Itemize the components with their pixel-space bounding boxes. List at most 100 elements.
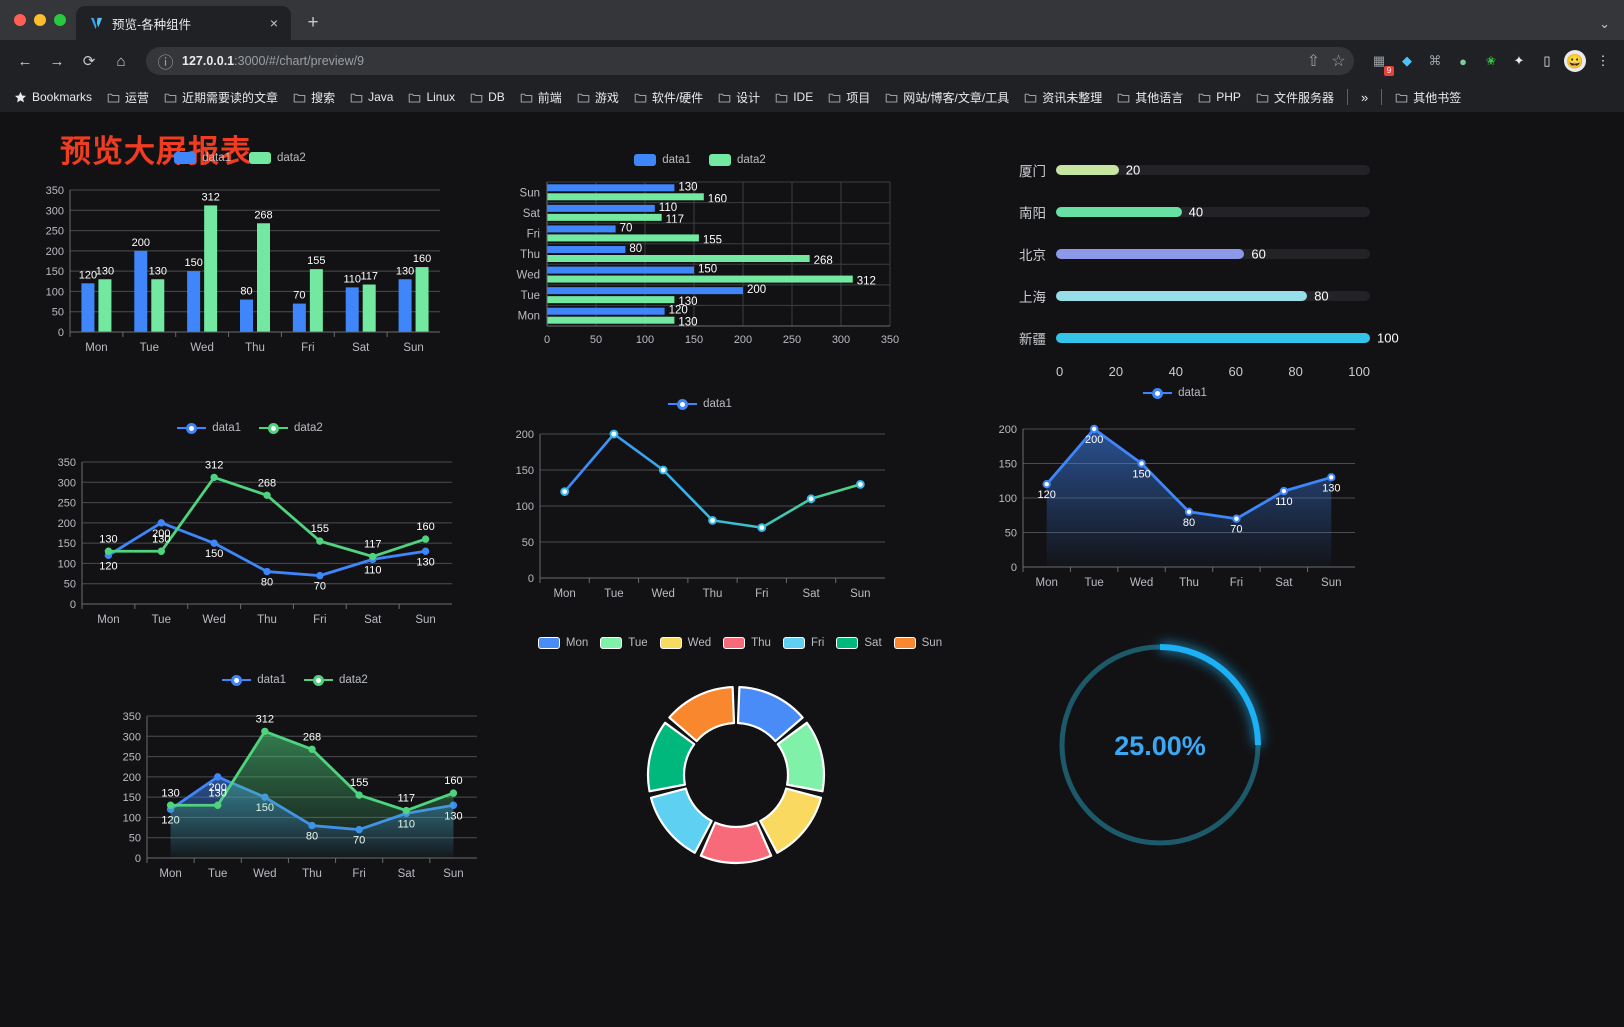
chart-bar-horizontal[interactable]: data1 data2 0 50 100 150 200 250 300 350 Sun 130 1… [500, 154, 900, 394]
address-bar[interactable]: ⓘ 127.0.0.1:3000/#/chart/preview/9 ⇧ ☆ [146, 47, 1354, 75]
bar-data2[interactable] [547, 255, 810, 262]
progress-track[interactable]: 100 [1056, 331, 1399, 346]
bookmark-folder[interactable]: 近期需要读的文章 [158, 86, 284, 109]
back-icon[interactable]: ← [17, 52, 33, 70]
legend[interactable]: Mon Tue Wed Thu Fri Sat Sun [537, 637, 942, 649]
legend-item-wed[interactable]: Wed [659, 637, 711, 649]
data-point[interactable] [855, 480, 865, 489]
data-point[interactable] [210, 473, 218, 482]
progress-track[interactable]: 80 [1056, 289, 1370, 304]
bar-data1[interactable] [398, 279, 412, 332]
bar-data2[interactable] [309, 269, 323, 332]
legend[interactable]: data1 [500, 398, 900, 410]
pie-slice-wed[interactable] [759, 787, 823, 854]
grid-extension-icon[interactable]: ▦ 9 [1368, 50, 1394, 76]
bookmarks-overflow-button[interactable]: » [1360, 89, 1369, 105]
data-point[interactable] [1184, 507, 1194, 517]
legend-item-data1[interactable]: data1 [668, 398, 732, 410]
legend-item-data1[interactable]: data1 [177, 422, 241, 434]
data-point[interactable] [806, 494, 816, 504]
data-point[interactable] [355, 791, 363, 799]
close-window-button[interactable] [14, 14, 26, 26]
data-point[interactable] [157, 519, 165, 527]
bar-data2[interactable] [547, 213, 662, 221]
bookmark-folder[interactable]: 项目 [822, 86, 876, 109]
progress-track[interactable]: 60 [1056, 247, 1370, 262]
bar-data2[interactable] [362, 284, 376, 332]
chart-donut[interactable]: Mon Tue Wed Thu Fri Sat Sun [537, 637, 942, 927]
legend-item-fri[interactable]: Fri [782, 637, 824, 649]
chart-progress-bars[interactable]: 厦门 20 南阳 40 北京 60 上海 80 新疆 100 0 20 40 60 80 100 [1000, 160, 1399, 410]
data-point[interactable] [560, 487, 570, 496]
legend-item-data1[interactable]: data1 [634, 154, 691, 166]
bookmark-folder[interactable]: 网站/博客/文章/工具 [879, 86, 1015, 109]
data-point[interactable] [214, 801, 222, 809]
pie-slice-thu[interactable] [699, 821, 773, 865]
data-point[interactable] [449, 789, 458, 797]
legend[interactable]: data1 [975, 387, 1375, 399]
bookmark-folder[interactable]: PHP [1192, 87, 1247, 107]
puzzle-extension-icon[interactable]: ✦ [1513, 53, 1525, 68]
bookmark-folder[interactable]: IDE [769, 87, 819, 107]
progress-track[interactable]: 40 [1056, 205, 1370, 220]
data-point[interactable] [402, 806, 410, 815]
data-point[interactable] [1232, 514, 1241, 523]
pie-slice-fri[interactable] [649, 787, 713, 854]
data-point[interactable] [157, 547, 165, 555]
legend-item-tue[interactable]: Tue [600, 637, 648, 649]
legend-item-data2[interactable]: data2 [249, 152, 306, 164]
data-point[interactable] [1089, 424, 1099, 434]
data-point[interactable] [210, 539, 218, 547]
bar-data2[interactable] [415, 267, 429, 332]
chart-line-basic[interactable]: data1 data2 0 50 100 150 200 250 300 350 Mon Tue W… [40, 422, 460, 657]
bookmark-root[interactable]: Bookmarks [8, 87, 98, 107]
progress-row[interactable]: 北京 60 [1000, 244, 1370, 264]
forward-icon[interactable]: → [49, 52, 65, 70]
data-point[interactable] [421, 535, 430, 543]
chart-area-single[interactable]: data1 0 50 100 150 200 Mon Tue Wed Thu Fri Sat Sun 1… [975, 387, 1375, 622]
bookmark-folder[interactable]: 运营 [101, 86, 155, 109]
bar-data1[interactable] [187, 271, 201, 332]
data-point[interactable] [1327, 473, 1336, 482]
bar-data1[interactable] [547, 307, 665, 315]
bookmark-folder[interactable]: 软件/硬件 [628, 86, 709, 109]
line-data1[interactable] [563, 432, 861, 529]
command-extension-icon[interactable]: ⌘ [1428, 53, 1442, 68]
chart-bar-vertical[interactable]: data1 data2 0 50 100 150 200 250 300 350 Mon 120 1… [30, 152, 450, 387]
legend-item-data2[interactable]: data2 [304, 674, 368, 686]
legend[interactable]: data1 data2 [95, 674, 495, 686]
pie-slice-sat[interactable] [646, 721, 696, 793]
legend-item-data2[interactable]: data2 [709, 154, 766, 166]
bar-data1[interactable] [547, 225, 616, 233]
chart-line-gradient[interactable]: data1 0 50 100 150 200 Mon Tue Wed Thu Fri Sat Sun [500, 398, 900, 633]
pie-slice-tue[interactable] [776, 721, 826, 793]
maximize-window-button[interactable] [54, 14, 66, 26]
progress-row[interactable]: 新疆 100 [1000, 328, 1399, 348]
data-point[interactable] [308, 745, 316, 753]
pie-slice-sun[interactable] [668, 685, 736, 743]
legend[interactable]: data1 data2 [500, 154, 900, 166]
data-point[interactable] [316, 571, 324, 580]
chart-gauge[interactable]: 25.00% [1035, 627, 1285, 887]
bar-data1[interactable] [547, 246, 626, 253]
legend-item-sun[interactable]: Sun [893, 637, 942, 649]
home-icon[interactable]: ⌂ [116, 52, 126, 70]
data-point[interactable] [214, 773, 222, 781]
close-icon[interactable]: × [269, 15, 279, 31]
bookmark-folder[interactable]: 设计 [712, 86, 766, 109]
bookmark-folder[interactable]: 前端 [514, 86, 568, 109]
progress-row[interactable]: 南阳 40 [1000, 202, 1370, 222]
data-point[interactable] [261, 727, 269, 736]
data-point[interactable] [1042, 480, 1051, 489]
bar-data2[interactable] [151, 279, 165, 332]
data-point[interactable] [708, 516, 717, 525]
bar-data1[interactable] [81, 283, 95, 332]
data-point[interactable] [263, 567, 271, 576]
avatar[interactable]: 😀 [1564, 50, 1586, 72]
progress-row[interactable]: 厦门 20 [1000, 160, 1370, 180]
chart-area-stacked[interactable]: data1 data2 0 50 100 150 200 250 300 350 Mon Tue W… [95, 674, 495, 914]
legend[interactable]: data1 data2 [40, 422, 460, 434]
bar-data2[interactable] [547, 316, 675, 324]
data-point[interactable] [421, 547, 430, 555]
bookmark-folder[interactable]: 其他语言 [1111, 86, 1189, 109]
